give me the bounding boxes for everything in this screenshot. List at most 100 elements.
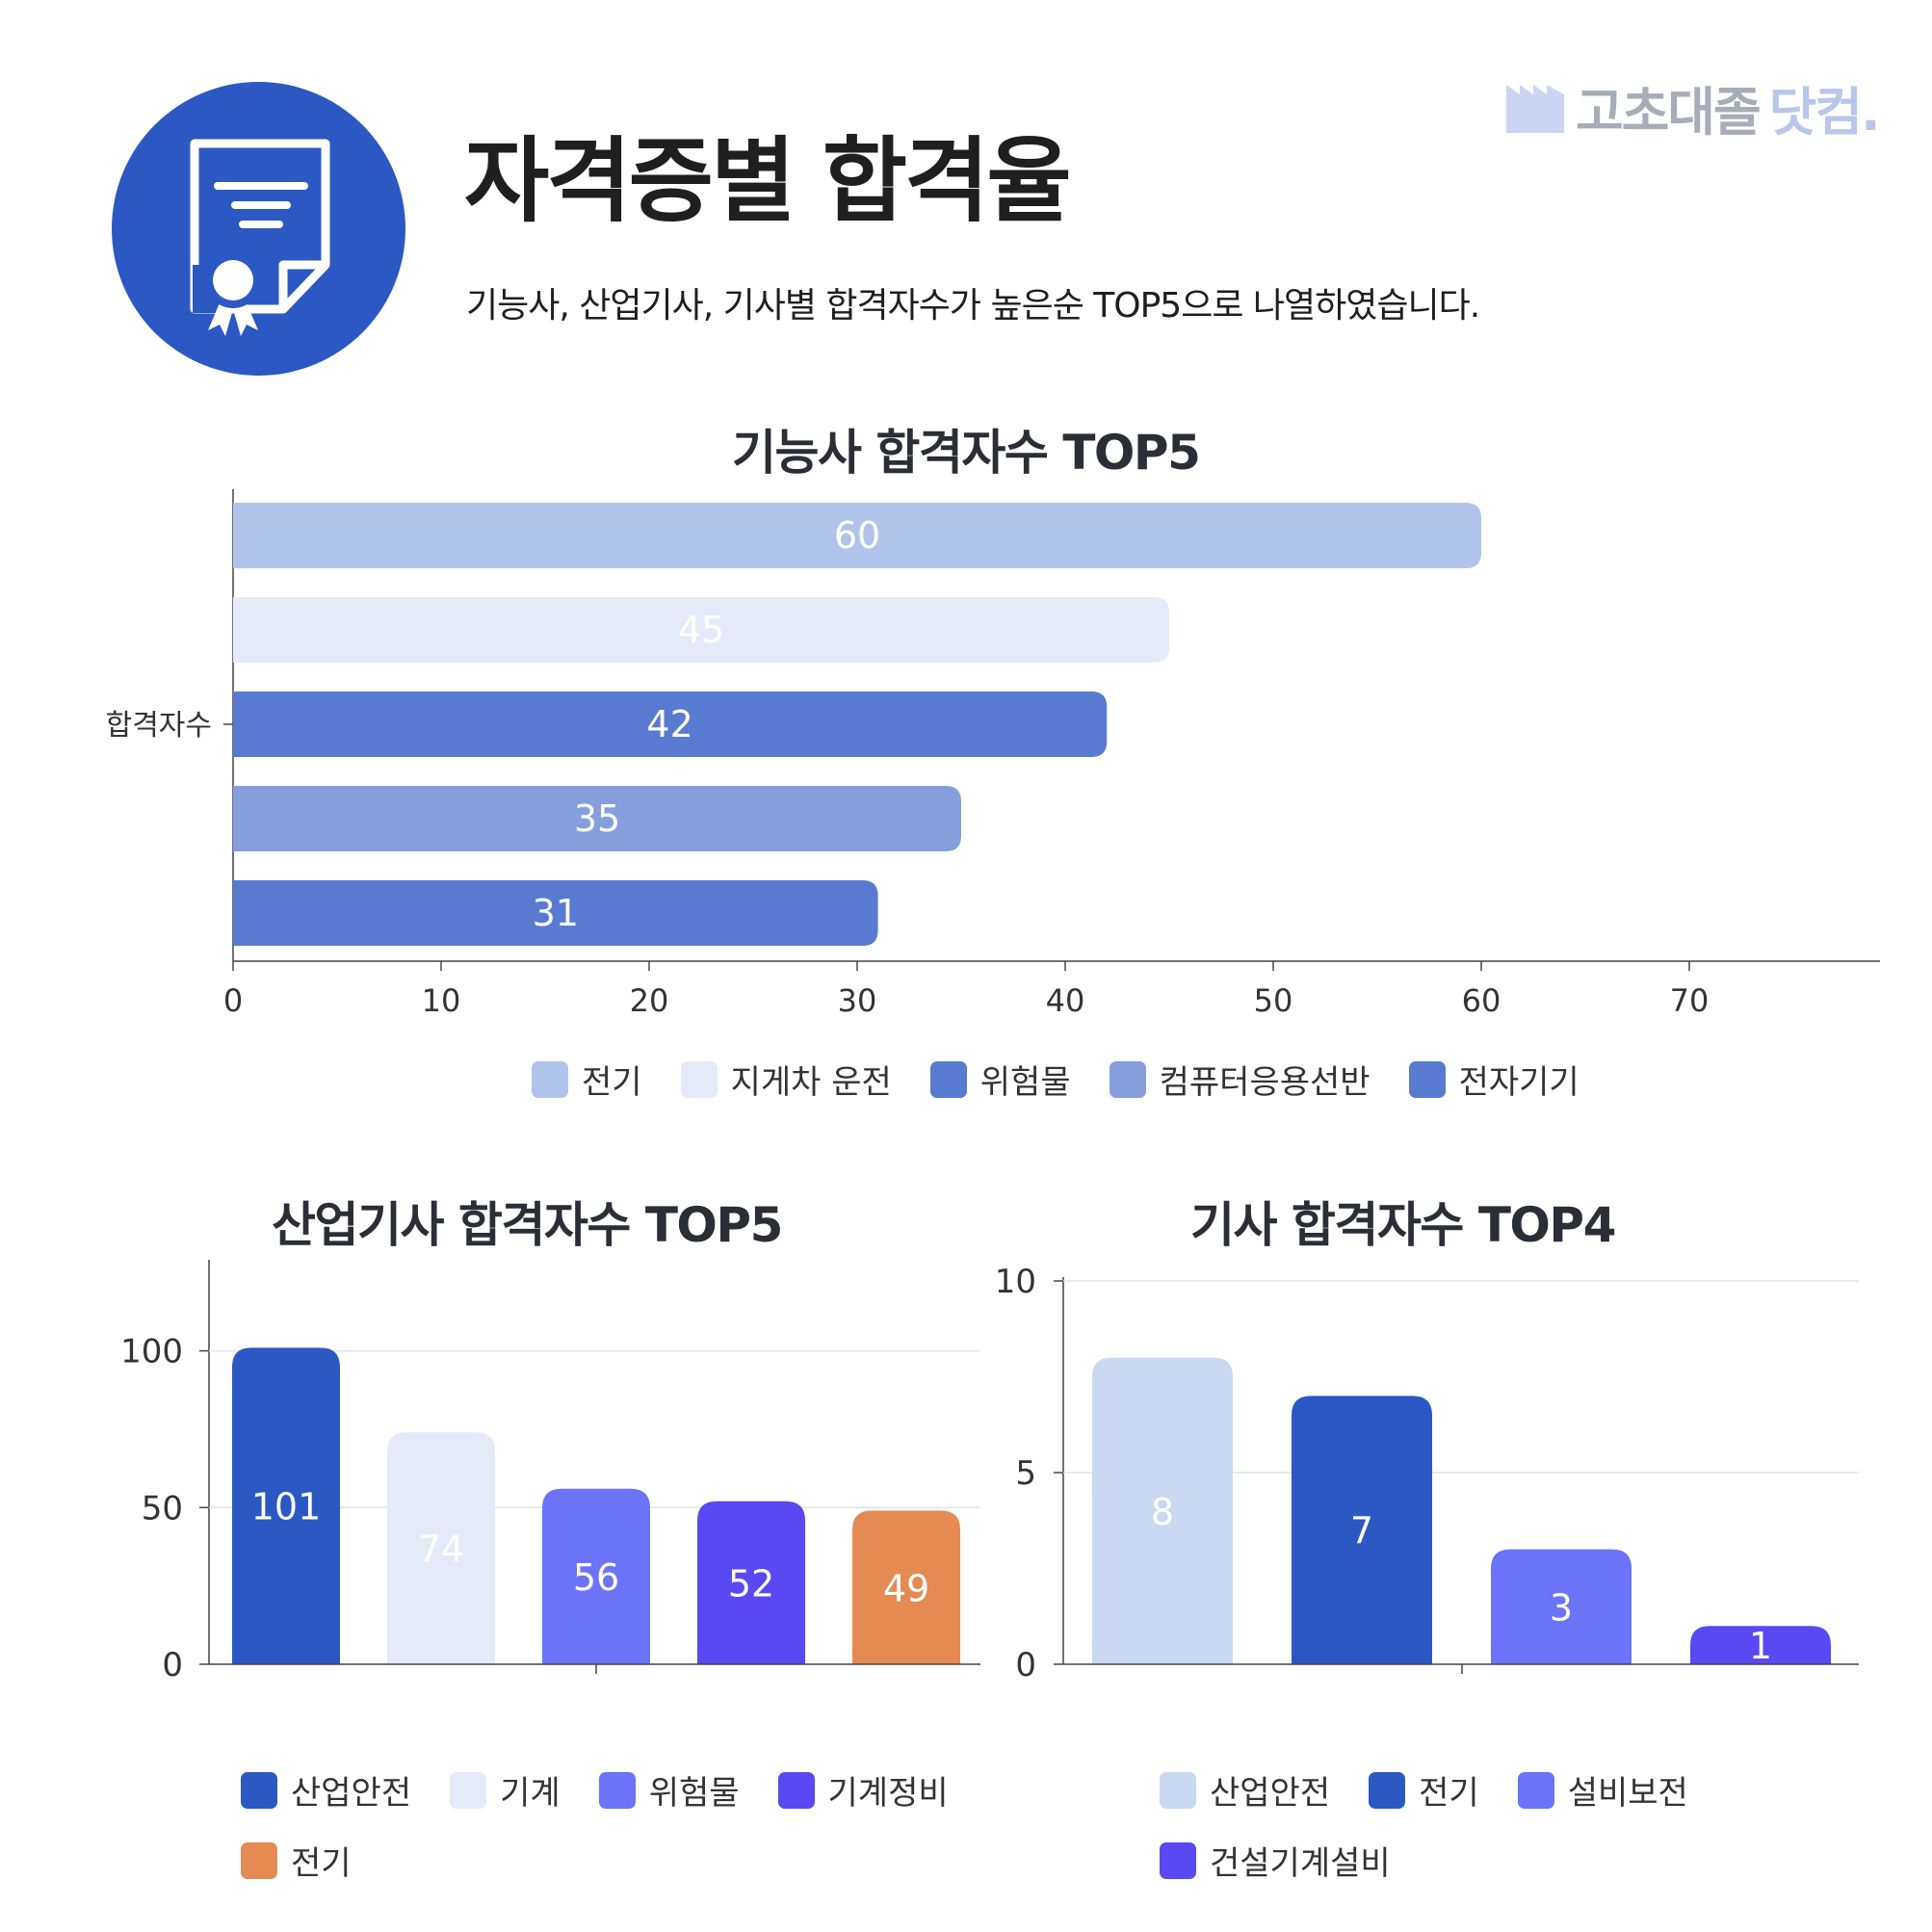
chart2-legend-item: 기계정비: [777, 1766, 949, 1814]
chart2-legend-label: 산업안전: [291, 1774, 412, 1813]
chart3-data-label: 3: [1550, 1586, 1573, 1629]
chart2-data-label: 49: [883, 1567, 929, 1609]
chart3-bar: [1491, 1549, 1632, 1664]
chart3-legend-label: 전기: [1419, 1774, 1479, 1813]
chart1-legend: 전기 지게차 운전 위험물 컴퓨터응용선반 전자기기: [532, 1056, 1784, 1103]
chart2-legend-item: 산업안전: [241, 1766, 411, 1814]
chart2-legend-item: 위험물: [598, 1766, 740, 1814]
chart2-legend-swatch: [241, 1771, 277, 1809]
chart3-y-tick-label: 0: [1015, 1646, 1036, 1684]
chart2-legend-label: 전기: [291, 1844, 352, 1883]
chart2-bar: [542, 1488, 650, 1664]
chart1-legend-item: 컴퓨터응용선반: [1109, 1056, 1371, 1103]
chart1-x-tick-label: 50: [1254, 982, 1293, 1019]
chart1-x-tick-label: 20: [630, 982, 669, 1019]
chart1-bar: [233, 786, 961, 851]
chart1-legend-item: 전기: [532, 1056, 642, 1103]
chart3-bar: [1690, 1626, 1831, 1664]
chart1-legend-label: 위험물: [979, 1063, 1071, 1102]
brand-logo: 고초대졸 닷컴.: [1504, 69, 1881, 145]
chart1-data-label: 35: [574, 797, 620, 840]
chart3-legend-swatch: [1160, 1771, 1196, 1809]
certificate-badge: [112, 82, 405, 376]
chart2-y-tick-label: 50: [142, 1489, 183, 1527]
chart1-legend-item: 전자기기: [1408, 1056, 1580, 1103]
chart1-bar: [233, 692, 1108, 757]
factory-icon: [1506, 84, 1564, 133]
chart1-legend-swatch: [1109, 1060, 1146, 1098]
chart2-legend-swatch: [450, 1771, 487, 1809]
chart1-bar: [233, 597, 1169, 663]
chart1-legend-label: 지게차 운전: [730, 1063, 892, 1102]
chart3-data-label: 8: [1151, 1491, 1174, 1533]
chart3-data-label: 7: [1350, 1510, 1373, 1553]
chart1-bar: [233, 503, 1481, 568]
chart2-legend-swatch: [598, 1771, 636, 1809]
chart2-plot: 0 50 100 101 74 56 52 49: [120, 1260, 980, 1684]
chart2-bar: [852, 1510, 960, 1664]
chart1-x-tick-label: 10: [422, 982, 461, 1019]
chart1-legend-swatch: [929, 1060, 967, 1098]
chart2-legend-item: 기계: [450, 1766, 561, 1814]
chart3-legend-swatch: [1517, 1771, 1554, 1809]
page-title: 자격증별 합격율: [464, 127, 1072, 235]
chart2-y-tick-label: 0: [162, 1646, 183, 1684]
chart1-legend-item: 위험물: [929, 1056, 1071, 1103]
chart1-data-label: 60: [834, 514, 880, 557]
chart3-plot: 0 5 10 8 7 3 1: [995, 1263, 1859, 1684]
chart1-title: 기능사 합격자수 TOP5: [732, 425, 1201, 481]
chart3-legend-label: 설비보전: [1567, 1774, 1688, 1813]
chart2-bar: [697, 1501, 805, 1664]
chart3-legend-item: 건설기계설비: [1160, 1837, 1391, 1884]
chart1-x-tick-label: 70: [1670, 982, 1710, 1019]
chart3-bar: [1092, 1357, 1233, 1664]
chart1-data-label: 45: [678, 609, 724, 651]
chart2-legend-label: 기계정비: [827, 1774, 949, 1813]
chart3-y-tick-label: 10: [995, 1263, 1036, 1301]
chart1-legend-swatch: [680, 1060, 718, 1098]
chart3-y-tick-label: 5: [1015, 1454, 1036, 1493]
chart3-legend-swatch: [1160, 1841, 1196, 1879]
chart2-data-label: 52: [728, 1562, 774, 1605]
certificate-icon: [190, 139, 330, 336]
chart1-bar: [233, 880, 878, 946]
chart2-y-tick-label: 100: [120, 1333, 183, 1371]
chart1-legend-label: 컴퓨터응용선반: [1159, 1063, 1371, 1102]
chart1-data-label: 42: [646, 703, 692, 745]
chart3-bar: [1292, 1396, 1432, 1664]
chart1-x-tick-label: 30: [838, 982, 877, 1019]
chart1-x-tick-label: 40: [1046, 982, 1085, 1019]
chart3-data-label: 1: [1749, 1625, 1772, 1667]
chart1-data-label: 31: [533, 892, 579, 934]
chart1-legend-label: 전자기기: [1458, 1063, 1580, 1102]
chart3-legend-swatch: [1369, 1771, 1406, 1809]
chart2-legend-swatch: [241, 1841, 277, 1879]
chart2-legend-label: 위험물: [648, 1774, 740, 1813]
chart3-legend-label: 건설기계설비: [1210, 1844, 1391, 1883]
chart1-category-label: 합격자수: [106, 709, 212, 743]
brand-name-part2: 닷컴.: [1768, 82, 1881, 143]
chart1-x-tick-label: 60: [1462, 982, 1501, 1019]
chart1-plot: 0 10 20 30 40 50 60 70 합격자수 60 45 42 35 31: [106, 489, 1880, 1019]
chart3-legend-label: 산업안전: [1210, 1774, 1331, 1813]
chart2-legend-label: 기계: [500, 1774, 561, 1813]
chart3-legend-item: 설비보전: [1517, 1766, 1688, 1814]
chart2-legend-item: 전기: [241, 1837, 352, 1884]
chart2-bar: [387, 1432, 495, 1664]
chart1-legend-swatch: [1408, 1060, 1446, 1098]
chart3-legend-item: 산업안전: [1160, 1766, 1330, 1814]
page-subtitle: 기능사, 산업기사, 기사별 합격자수가 높은순 TOP5으로 나열하였습니다.: [466, 286, 1480, 326]
chart1-x-tick-label: 0: [223, 982, 243, 1019]
chart2-legend-swatch: [777, 1771, 815, 1809]
chart2-data-label: 74: [418, 1528, 464, 1571]
chart2-data-label: 101: [251, 1486, 322, 1528]
chart2-title: 산업기사 합격자수 TOP5: [272, 1197, 783, 1253]
chart2-data-label: 56: [573, 1556, 619, 1599]
chart2-bar: [232, 1347, 340, 1664]
chart3-title: 기사 합격자수 TOP4: [1190, 1197, 1616, 1253]
chart1-legend-item: 지게차 운전: [680, 1056, 892, 1103]
chart1-legend-label: 전기: [582, 1063, 642, 1102]
brand-name-part1: 고초대졸: [1576, 82, 1762, 143]
